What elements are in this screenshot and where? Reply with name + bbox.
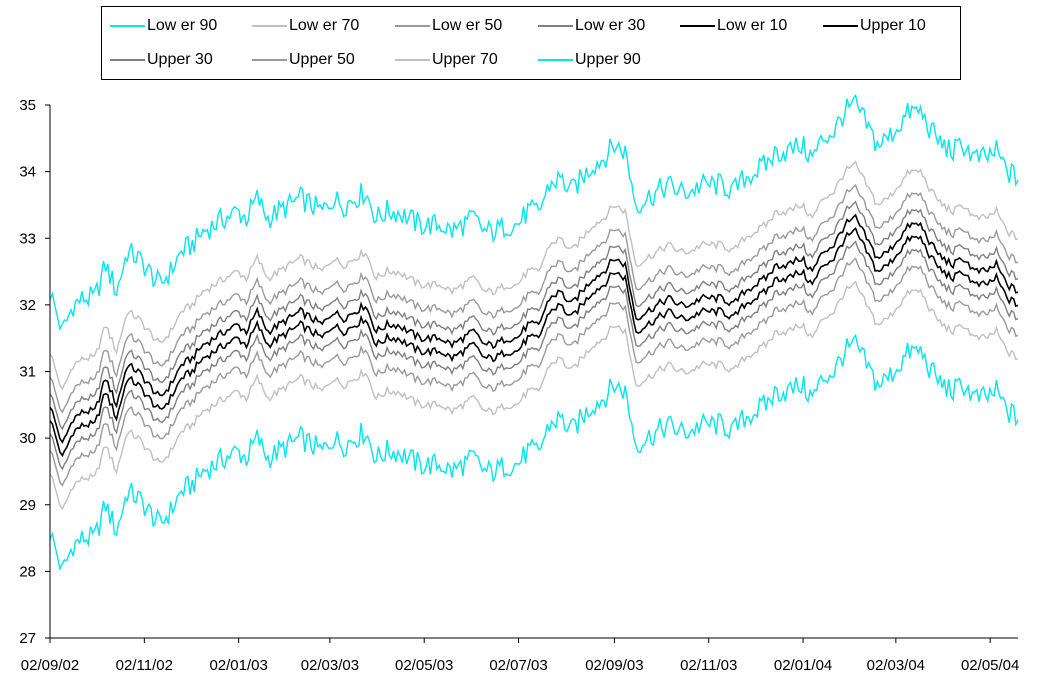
legend-swatch xyxy=(110,25,145,27)
x-tick-label: 02/01/04 xyxy=(774,657,832,674)
legend-swatch xyxy=(538,25,573,27)
legend-swatch xyxy=(395,59,430,61)
legend-label: Low er 90 xyxy=(147,17,218,34)
legend-item: Low er 70 xyxy=(252,16,359,36)
x-tick-label: 02/11/03 xyxy=(680,657,737,674)
x-tick-label: 02/11/02 xyxy=(116,657,173,674)
legend-swatch xyxy=(252,25,287,27)
legend-item: Low er 10 xyxy=(680,16,787,36)
legend-item: Low er 50 xyxy=(395,16,502,36)
series-line-upper-50 xyxy=(49,183,1019,414)
series-line-upper-90 xyxy=(49,93,1019,332)
y-axis-ticks: 27 28 29 30 31 32 33 34 35 xyxy=(19,97,50,647)
x-tick-label: 02/03/03 xyxy=(301,657,359,674)
series-line-low-er-70 xyxy=(49,280,1019,511)
series-line-upper-10 xyxy=(49,213,1019,444)
legend-label: Upper 30 xyxy=(147,51,213,68)
legend-item: Upper 50 xyxy=(252,50,355,70)
y-tick-label: 29 xyxy=(19,497,36,514)
x-tick-label: 02/09/03 xyxy=(585,657,643,674)
x-tick-label: 02/07/03 xyxy=(489,657,547,674)
legend-label: Low er 10 xyxy=(717,17,788,34)
legend-swatch xyxy=(680,25,715,27)
legend-label: Upper 50 xyxy=(289,51,355,68)
y-tick-label: 32 xyxy=(19,297,36,314)
legend-item: Upper 30 xyxy=(110,50,213,70)
x-axis-ticks: 02/09/02 02/11/02 02/01/03 02/03/03 02/05/03… xyxy=(21,638,1019,674)
series-line-upper-70 xyxy=(49,160,1019,391)
legend-swatch xyxy=(110,59,145,61)
legend-swatch xyxy=(395,25,430,27)
y-tick-label: 30 xyxy=(19,430,36,447)
legend: Low er 90 Low er 70 Low er 50 Low er 30 … xyxy=(101,6,961,80)
legend-label: Upper 10 xyxy=(860,17,926,34)
x-tick-label: 02/09/02 xyxy=(21,657,79,674)
legend-item: Low er 30 xyxy=(538,16,645,36)
y-tick-label: 31 xyxy=(19,364,36,381)
series-line-low-er-10 xyxy=(49,227,1019,458)
x-tick-label: 02/05/04 xyxy=(961,657,1019,674)
legend-label: Low er 30 xyxy=(575,17,646,34)
legend-item: Upper 10 xyxy=(823,16,926,36)
legend-label: Low er 50 xyxy=(432,17,503,34)
legend-label: Upper 70 xyxy=(432,51,498,68)
y-tick-label: 28 xyxy=(19,563,36,580)
x-tick-label: 02/01/03 xyxy=(209,657,267,674)
y-tick-label: 35 xyxy=(19,97,36,114)
x-tick-label: 02/05/03 xyxy=(395,657,453,674)
series-line-upper-30 xyxy=(49,200,1019,431)
y-tick-label: 33 xyxy=(19,230,36,247)
legend-swatch xyxy=(252,59,287,61)
legend-item: Upper 70 xyxy=(395,50,498,70)
legend-swatch xyxy=(823,25,858,27)
series-line-low-er-50 xyxy=(49,257,1019,487)
series-line-low-er-30 xyxy=(49,240,1019,471)
series-line-low-er-90 xyxy=(49,333,1019,571)
legend-item: Low er 90 xyxy=(110,16,217,36)
y-tick-label: 34 xyxy=(19,164,36,181)
series-layer xyxy=(49,93,1019,571)
x-tick-label: 02/03/04 xyxy=(867,657,925,674)
legend-swatch xyxy=(538,59,573,61)
legend-item: Upper 90 xyxy=(538,50,641,70)
legend-label: Low er 70 xyxy=(289,17,360,34)
legend-label: Upper 90 xyxy=(575,51,641,68)
y-tick-label: 27 xyxy=(19,630,36,647)
